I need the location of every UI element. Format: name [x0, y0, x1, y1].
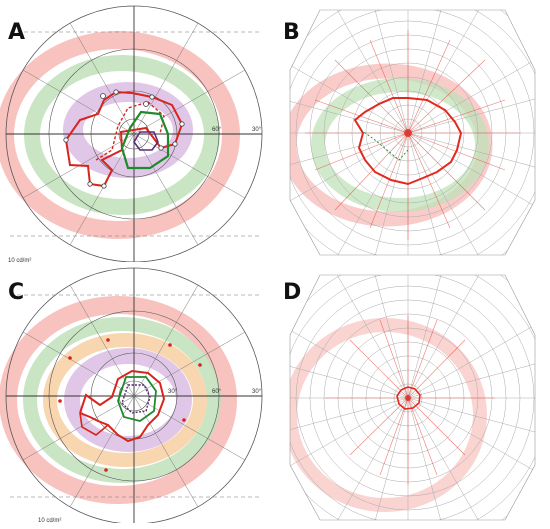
fixation-point [405, 395, 411, 401]
isopter-red-lower [79, 412, 109, 436]
isopter-band-red [0, 296, 237, 504]
scale-note: 10 cd/m² [38, 518, 62, 524]
panel-c-plot [0, 267, 263, 523]
grid-boundary [289, 274, 536, 521]
red-rays [325, 315, 495, 485]
isopter-green [117, 376, 157, 422]
panel-label: A [8, 20, 26, 45]
panel-label: B [283, 20, 300, 45]
panel-label: D [283, 280, 302, 305]
panel-d: D [275, 265, 550, 529]
isopter-band-green [23, 317, 221, 483]
isopter-red-small [396, 386, 421, 410]
fixation-point [404, 129, 412, 137]
panel-a: A 10 cd/m² 60° 30° [0, 0, 275, 265]
isopter-band-green [311, 78, 489, 212]
isopter-green-dashed [360, 129, 409, 161]
test-points [58, 338, 202, 472]
isopter-green [120, 110, 170, 170]
isopter-red [353, 97, 463, 186]
scale-note: 10 cd/m² [8, 258, 32, 264]
panel-a-plot [0, 5, 263, 262]
red-rays [305, 30, 520, 240]
grid-meridians [290, 275, 535, 520]
panel-c: C 10 cd/m² 30° 60° 30° [0, 265, 275, 529]
panel-b-plot [289, 9, 536, 256]
panel-b: B [275, 0, 550, 265]
isopter-purple [121, 384, 151, 414]
isopter-band-red [0, 31, 240, 239]
grid-boundary [289, 9, 536, 256]
isopter-band-orange [43, 333, 207, 467]
isopter-band-red [290, 318, 487, 512]
panel-label: C [8, 280, 25, 305]
test-points [63, 89, 185, 189]
isopter-purple [133, 131, 159, 151]
isopter-band-purple [64, 348, 192, 452]
isopter-band-green [24, 55, 220, 215]
isopter-red [79, 369, 166, 443]
panel-d-plot [289, 274, 536, 521]
isopter-red-inner [95, 101, 165, 161]
